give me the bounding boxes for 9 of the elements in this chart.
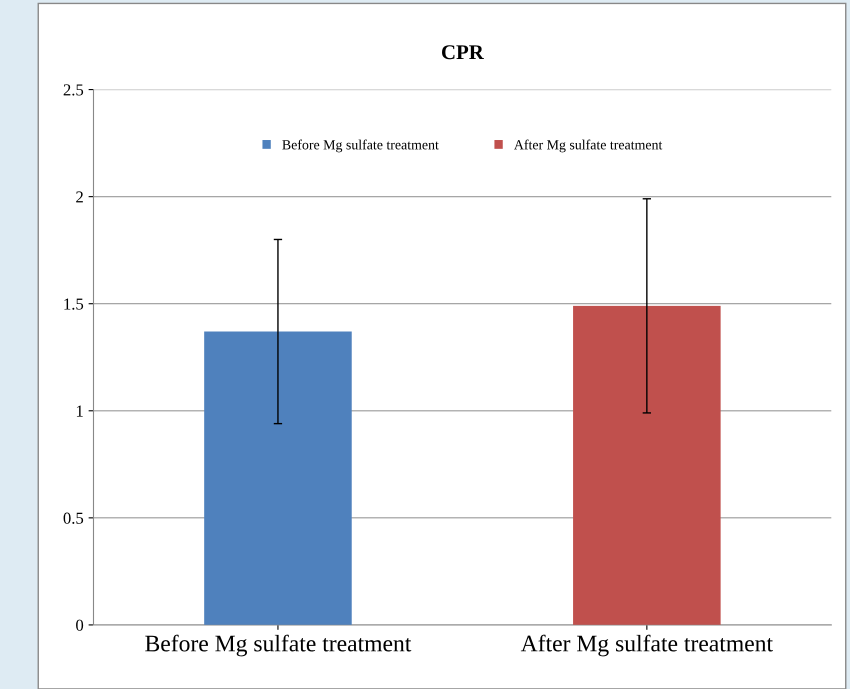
chart-title: CPR: [442, 45, 484, 60]
legend-label: After Mg sulfate treatment: [514, 140, 662, 152]
y-tick-label: 1: [76, 406, 83, 417]
y-tick-label: 2: [76, 191, 83, 202]
y-tick-label: 0.5: [64, 512, 84, 524]
y-tick-label: 0: [76, 620, 84, 631]
legend-label: Before Mg sulfate treatment: [282, 140, 439, 152]
y-tick-label: 2.5: [64, 84, 84, 96]
y-tick-label: 1.5: [64, 298, 84, 310]
